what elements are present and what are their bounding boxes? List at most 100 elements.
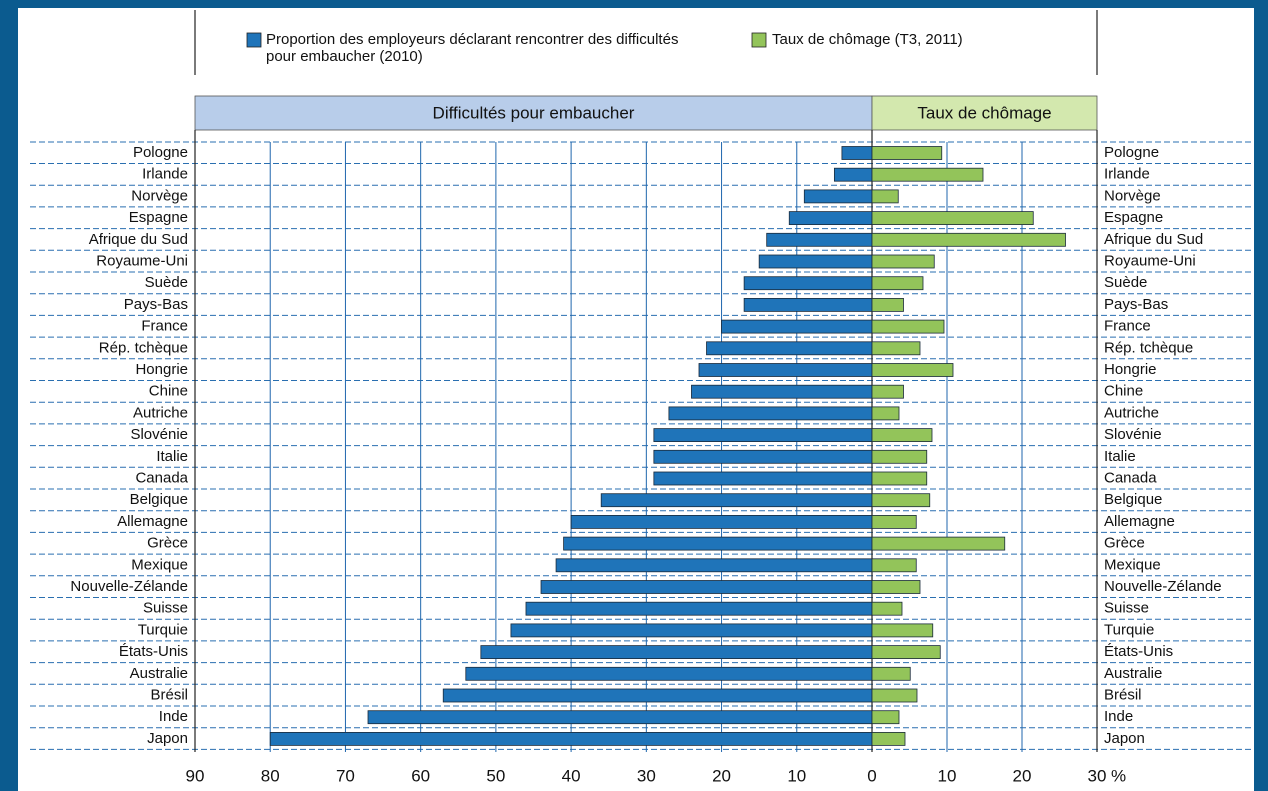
bar — [668, 406, 873, 421]
bar — [766, 232, 873, 247]
category-label: Italie — [156, 448, 188, 465]
category-label: Royaume-Uni — [96, 252, 188, 269]
category-label: Turquie — [138, 621, 188, 638]
legend-label: Proportion des employeurs déclarant renc… — [266, 31, 679, 65]
bar — [871, 276, 924, 291]
bar — [871, 471, 928, 486]
category-label: Grèce — [1104, 535, 1145, 552]
category-label: Brésil — [1104, 686, 1142, 703]
category-label: Australie — [1104, 665, 1162, 682]
category-label: Allemagne — [1104, 513, 1175, 530]
category-label: Turquie — [1104, 621, 1154, 638]
bar — [563, 536, 873, 551]
bar — [841, 146, 873, 160]
bar — [540, 580, 873, 594]
bar — [871, 319, 945, 334]
category-label: Norvège — [131, 187, 188, 204]
bar — [743, 276, 873, 291]
bar — [871, 732, 906, 746]
bar — [442, 688, 873, 703]
bar — [871, 211, 1034, 226]
bar — [871, 580, 921, 594]
bar — [653, 449, 873, 464]
category-label: Canada — [135, 469, 188, 486]
bar — [871, 297, 904, 312]
bar — [871, 536, 1006, 551]
bar — [871, 254, 935, 269]
category-label: Brésil — [150, 686, 188, 703]
category-label: Rép. tchèque — [1104, 339, 1193, 356]
category-label: Nouvelle-Zélande — [1104, 578, 1222, 595]
bar — [871, 146, 943, 160]
bar — [758, 254, 873, 269]
category-label: Inde — [1104, 708, 1133, 725]
bar — [871, 341, 921, 356]
category-label: Norvège — [1104, 187, 1161, 204]
bar — [721, 319, 873, 334]
bar — [525, 601, 873, 616]
bar — [653, 471, 873, 486]
category-label: Belgique — [1104, 491, 1162, 508]
category-label: Royaume-Uni — [1104, 252, 1196, 269]
x-tick-label: 70 — [336, 766, 355, 785]
legend-label: Taux de chômage (T3, 2011) — [772, 31, 963, 48]
category-label: Pays-Bas — [124, 296, 188, 313]
category-label: Rép. tchèque — [99, 339, 188, 356]
category-label: Afrique du Sud — [1104, 231, 1203, 248]
category-label: Suisse — [143, 600, 188, 617]
x-tick-label: 90 — [186, 766, 205, 785]
x-tick-label: 60 — [411, 766, 430, 785]
panel-title: Taux de chômage — [917, 103, 1051, 122]
panel-title: Difficultés pour embaucher — [433, 103, 635, 122]
bar — [555, 558, 873, 573]
category-label: Chine — [1104, 383, 1143, 400]
bar — [871, 406, 900, 421]
bar — [743, 297, 873, 312]
bar — [653, 428, 873, 443]
category-label: Grèce — [147, 535, 188, 552]
bar — [871, 493, 931, 508]
bar — [833, 167, 873, 182]
category-label: Autriche — [1104, 404, 1159, 421]
bar — [871, 232, 1066, 247]
panel-background — [18, 8, 1254, 791]
x-tick-label: 80 — [261, 766, 280, 785]
category-label: Pologne — [133, 144, 188, 161]
category-label: Slovénie — [130, 426, 188, 443]
x-tick-label: 20 — [1013, 766, 1032, 785]
category-label: Allemagne — [117, 513, 188, 530]
legend-swatch — [751, 32, 767, 48]
x-unit: % — [1111, 766, 1126, 785]
category-label: Suisse — [1104, 600, 1149, 617]
category-label: Nouvelle-Zélande — [70, 578, 188, 595]
bar — [871, 384, 904, 399]
category-label: Mexique — [131, 556, 188, 573]
panel-header — [871, 95, 1098, 131]
category-label: Hongrie — [1104, 361, 1157, 378]
category-label: Suède — [145, 274, 188, 291]
bar — [871, 428, 933, 443]
x-tick-label: 10 — [787, 766, 806, 785]
category-label: Irlande — [1104, 166, 1150, 183]
bar — [871, 710, 900, 725]
bar — [871, 449, 928, 464]
bar — [871, 688, 918, 703]
x-tick-label: 20 — [712, 766, 731, 785]
legend-swatch — [246, 32, 262, 48]
bar — [871, 515, 917, 529]
category-label: Hongrie — [135, 361, 188, 378]
panel-header — [194, 95, 873, 131]
bar — [269, 732, 873, 746]
category-label: Irlande — [142, 166, 188, 183]
category-label: Mexique — [1104, 556, 1161, 573]
category-label: Autriche — [133, 404, 188, 421]
x-tick-label: 30 — [637, 766, 656, 785]
bar — [600, 493, 873, 508]
bar — [691, 384, 873, 399]
category-label: Pologne — [1104, 144, 1159, 161]
category-label: Pays-Bas — [1104, 296, 1168, 313]
bar — [706, 341, 873, 356]
bar — [871, 558, 917, 573]
